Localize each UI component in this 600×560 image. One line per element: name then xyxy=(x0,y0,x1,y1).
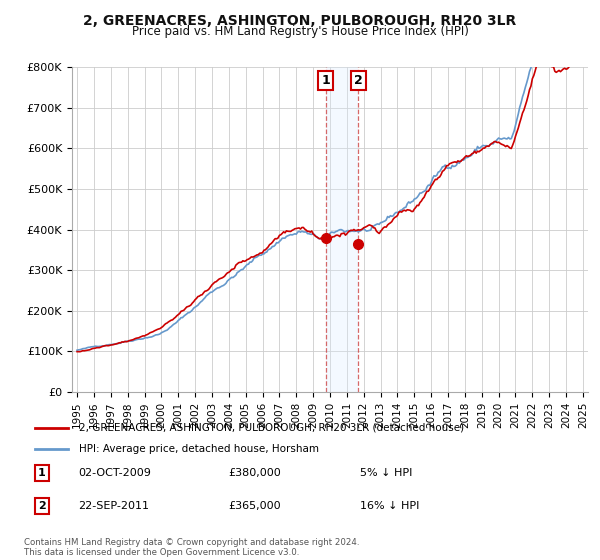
Text: 02-OCT-2009: 02-OCT-2009 xyxy=(78,468,151,478)
Text: Price paid vs. HM Land Registry's House Price Index (HPI): Price paid vs. HM Land Registry's House … xyxy=(131,25,469,38)
Text: HPI: Average price, detached house, Horsham: HPI: Average price, detached house, Hors… xyxy=(79,444,319,454)
Text: Contains HM Land Registry data © Crown copyright and database right 2024.
This d: Contains HM Land Registry data © Crown c… xyxy=(24,538,359,557)
Text: 22-SEP-2011: 22-SEP-2011 xyxy=(78,501,149,511)
Text: 16% ↓ HPI: 16% ↓ HPI xyxy=(360,501,419,511)
Text: £365,000: £365,000 xyxy=(228,501,281,511)
Text: 2: 2 xyxy=(354,74,362,87)
Text: £380,000: £380,000 xyxy=(228,468,281,478)
Text: 2, GREENACRES, ASHINGTON, PULBOROUGH, RH20 3LR (detached house): 2, GREENACRES, ASHINGTON, PULBOROUGH, RH… xyxy=(79,423,464,433)
Bar xyxy=(326,67,358,392)
Text: 2: 2 xyxy=(38,501,46,511)
Text: 1: 1 xyxy=(322,74,330,87)
Text: 2, GREENACRES, ASHINGTON, PULBOROUGH, RH20 3LR: 2, GREENACRES, ASHINGTON, PULBOROUGH, RH… xyxy=(83,14,517,28)
Text: 1: 1 xyxy=(38,468,46,478)
Text: 5% ↓ HPI: 5% ↓ HPI xyxy=(360,468,412,478)
